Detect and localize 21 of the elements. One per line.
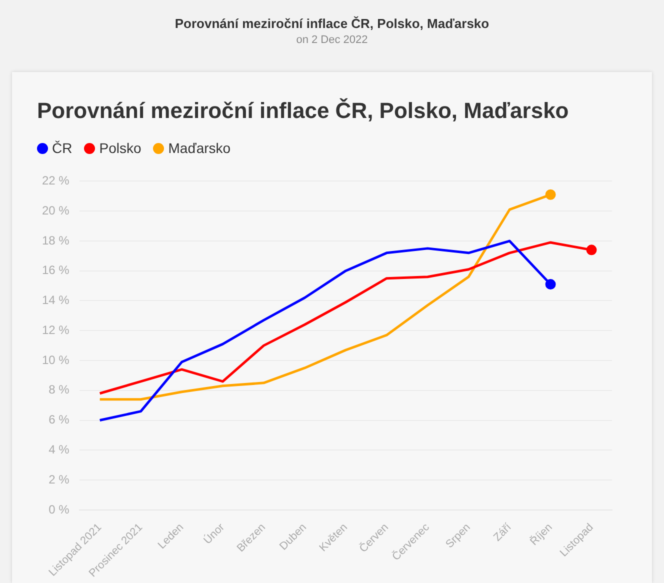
y-tick-label: 18 %	[42, 233, 70, 248]
y-tick-label: 2 %	[48, 472, 70, 486]
legend-label: Polsko	[99, 140, 142, 156]
y-tick-label: 12 %	[42, 322, 70, 337]
legend-label: Maďarsko	[168, 140, 231, 156]
y-tick-label: 14 %	[42, 293, 70, 308]
y-tick-label: 20 %	[42, 203, 70, 218]
y-tick-label: 16 %	[42, 263, 70, 278]
legend-label: ČR	[52, 140, 72, 156]
y-tick-label: 8 %	[48, 382, 70, 397]
point	[586, 244, 597, 256]
point	[545, 279, 556, 290]
y-tick-label: 22 %	[42, 174, 70, 188]
y-tick-label: 4 %	[48, 442, 70, 456]
y-tick-label: 6 %	[48, 412, 70, 427]
text: Porovnání meziroční inflace ČR, Polsko, Maďarsko	[174, 16, 490, 31]
text: on 2 Dec 2022	[295, 34, 369, 46]
chart-title: Porovnání meziroční inflace ČR, Polsko, Maďarsko	[37, 98, 569, 124]
point	[545, 189, 556, 200]
y-tick-label: 0 %	[48, 502, 70, 516]
y-tick-label: 10 %	[42, 352, 70, 367]
